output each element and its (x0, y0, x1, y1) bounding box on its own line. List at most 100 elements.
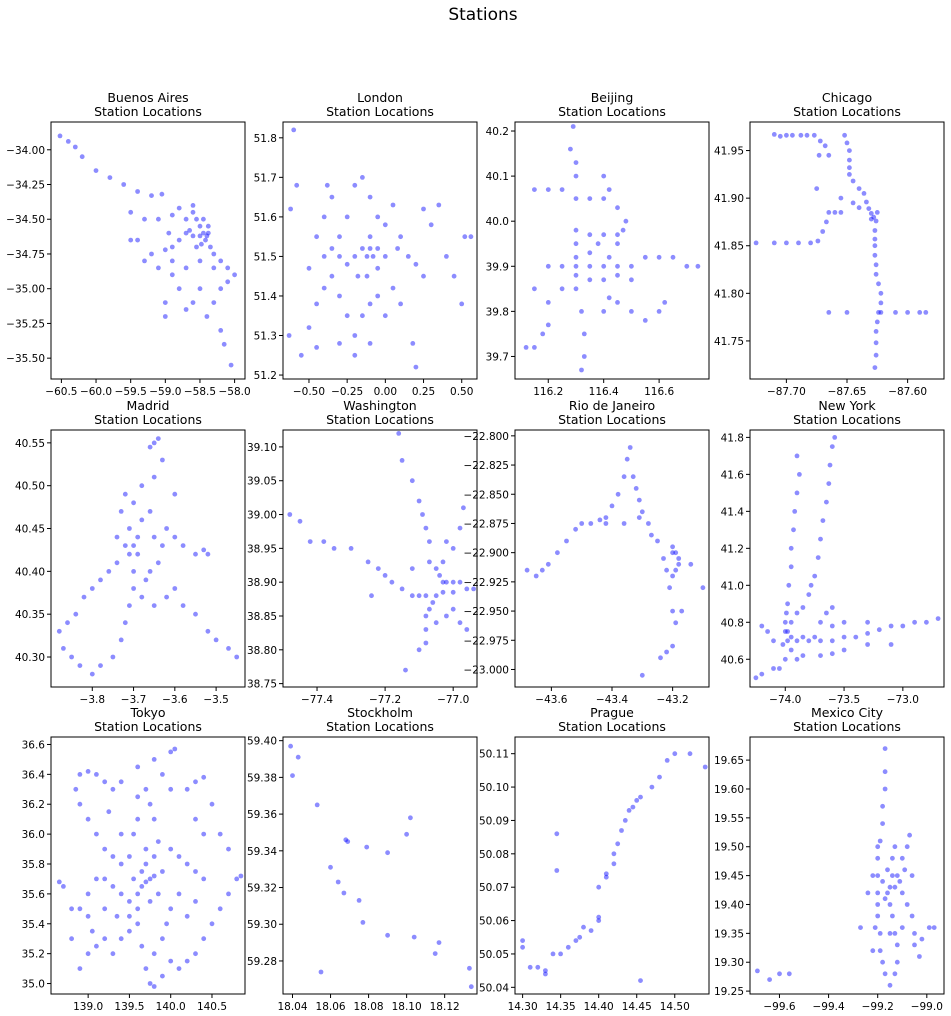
station-point (794, 490, 800, 496)
station-point (135, 921, 141, 927)
station-point (344, 313, 350, 319)
station-point (184, 913, 190, 919)
y-tick-label: 40.6 (721, 654, 745, 666)
station-point (61, 646, 66, 651)
x-tick-label: −60.0 (80, 386, 112, 398)
station-point (550, 951, 556, 957)
station-point (287, 512, 293, 517)
station-point (159, 191, 165, 197)
station-point (89, 671, 95, 677)
station-point (877, 838, 883, 844)
station-point (364, 844, 370, 850)
station-point (143, 879, 149, 885)
station-point (753, 240, 759, 246)
y-tick-label: −22.950 (463, 606, 509, 618)
station-point (205, 230, 211, 236)
station-point (131, 876, 137, 882)
panel-title: Washington (343, 398, 416, 413)
station-point (457, 620, 463, 626)
station-point (160, 936, 165, 942)
y-tick-label: −22.850 (463, 489, 509, 501)
panel-subtitle: Station Locations (326, 412, 434, 427)
station-point (168, 786, 174, 792)
station-point (467, 965, 472, 971)
station-point (118, 936, 124, 942)
station-point (142, 216, 147, 222)
station-point (838, 195, 844, 201)
x-tick-label: −99.4 (812, 1001, 844, 1013)
station-point (540, 331, 546, 337)
station-point (172, 534, 178, 540)
station-point (399, 586, 405, 592)
station-point (143, 577, 149, 583)
y-tick-label: −34.25 (6, 180, 45, 192)
station-point (842, 132, 847, 138)
station-point (917, 310, 923, 315)
station-point (197, 233, 203, 239)
y-tick-label: 35.0 (22, 979, 45, 991)
panel-subtitle: Station Locations (326, 104, 434, 119)
station-point (352, 182, 358, 188)
station-point (794, 638, 800, 644)
station-point (341, 890, 347, 896)
station-point (194, 216, 199, 222)
station-point (545, 187, 551, 193)
station-point (69, 936, 74, 942)
y-tick-label: 59.34 (247, 846, 277, 858)
station-point (673, 620, 679, 626)
station-points (520, 751, 708, 983)
station-point (331, 546, 337, 551)
station-point (874, 319, 880, 325)
station-point (858, 925, 863, 930)
station-point (204, 233, 210, 239)
y-tick-label: 41.2 (721, 543, 744, 555)
axes-frame (50, 121, 246, 380)
station-point (56, 879, 62, 885)
station-point (894, 873, 900, 878)
x-tick-label: −99.0 (911, 1001, 943, 1013)
x-tick-label: −74.0 (769, 694, 801, 706)
station-point (782, 656, 788, 662)
station-point (329, 194, 335, 200)
x-tick-label: −87.65 (828, 386, 867, 398)
station-point (135, 189, 141, 194)
station-point (139, 869, 145, 874)
station-point (290, 773, 295, 778)
y-tick-label: 41.6 (721, 469, 745, 481)
y-tick-label: 39.00 (247, 510, 277, 522)
station-point (135, 891, 141, 897)
x-tick-label: 18.08 (354, 1001, 384, 1013)
station-point (850, 200, 856, 206)
station-point (808, 582, 814, 588)
station-point (573, 173, 579, 179)
station-point (878, 310, 884, 315)
station-point (208, 244, 213, 250)
station-point (603, 871, 609, 877)
station-point (806, 638, 812, 644)
y-tick-label: 38.80 (247, 645, 277, 657)
station-point (893, 310, 898, 315)
station-point (328, 864, 333, 870)
station-point (160, 973, 165, 979)
station-point (382, 573, 388, 578)
station-point (630, 474, 636, 480)
station-point (128, 237, 134, 243)
station-point (89, 586, 95, 591)
station-point (226, 891, 231, 897)
y-tick-label: 41.95 (714, 146, 744, 158)
station-point (777, 971, 782, 977)
station-point (94, 876, 99, 882)
station-point (545, 322, 551, 328)
y-tick-label: 51.7 (254, 172, 277, 184)
y-tick-label: −35.50 (6, 353, 45, 365)
station-point (411, 934, 417, 940)
station-point (777, 666, 782, 671)
station-point (337, 234, 342, 240)
y-tick-label: −22.900 (463, 548, 509, 560)
panel-title: Chicago (822, 90, 872, 105)
station-point (892, 844, 898, 850)
station-point (172, 746, 178, 752)
station-point (151, 873, 157, 879)
station-point (630, 804, 636, 810)
station-point (905, 310, 910, 315)
